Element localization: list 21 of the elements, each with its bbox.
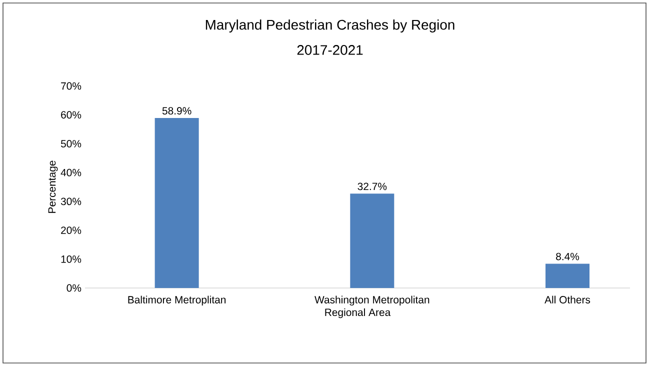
bar — [546, 264, 590, 288]
data-label: 8.4% — [556, 252, 580, 260]
y-tick-label: 0% — [66, 284, 82, 292]
y-tick-label: 30% — [60, 198, 82, 206]
data-label: 58.9% — [162, 107, 192, 115]
y-axis-title: Percentage — [48, 160, 58, 213]
bar — [154, 118, 199, 288]
x-tick-label: Washington Metropolitan — [314, 296, 430, 306]
y-tick-label: 40% — [60, 168, 82, 176]
y-tick-label: 20% — [61, 226, 82, 234]
chart-title: Maryland Pedestrian Crashes by Region — [206, 19, 454, 32]
bar — [350, 194, 394, 288]
chart-subtitle: 2017-2021 — [297, 45, 363, 55]
x-axis-title: Regional Area — [325, 308, 391, 318]
x-tick-label: Baltimore Metroplitan — [128, 296, 226, 306]
data-label: 32.7% — [358, 182, 387, 190]
y-tick-label: 60% — [61, 111, 82, 119]
y-tick-label: 50% — [60, 140, 82, 148]
y-tick-label: 70% — [61, 82, 82, 90]
y-tick-label: 10% — [61, 255, 82, 263]
x-tick-label: All Others — [544, 296, 590, 304]
